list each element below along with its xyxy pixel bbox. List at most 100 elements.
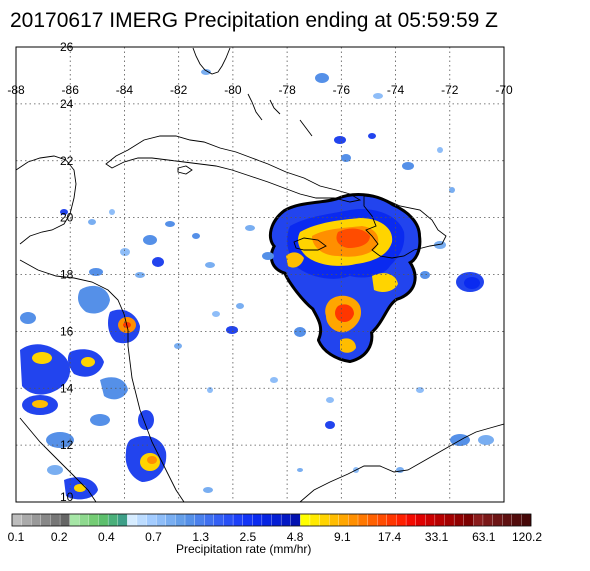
- colorbar-swatch: [136, 513, 148, 527]
- longitude-label: -78: [278, 83, 296, 97]
- longitude-labels: -88 -86 -84 -82 -80 -78 -76 -74 -72 -70: [7, 83, 513, 97]
- colorbar-tick-label: 9.1: [334, 530, 351, 544]
- colorbar-swatch: [396, 513, 407, 527]
- colorbar-swatch: [213, 513, 224, 527]
- colorbar-swatch: [40, 513, 51, 527]
- central-america-coast: [19, 259, 185, 502]
- longitude-label: -72: [441, 83, 459, 97]
- colorbar-tick-label: 0.7: [145, 530, 162, 544]
- longitude-label: -80: [224, 83, 242, 97]
- colorbar-swatch: [194, 513, 205, 527]
- colorbar-frame: [11, 513, 532, 527]
- colorbar-swatch: [473, 513, 484, 527]
- colorbar-swatch: [463, 513, 474, 527]
- scattered-light-rain: [60, 69, 494, 493]
- map-frame: [15, 46, 505, 503]
- colorbar-swatch: [175, 513, 186, 527]
- colorbar-swatch: [204, 513, 215, 527]
- colorbar-swatch: [521, 513, 532, 527]
- colorbar-swatch: [453, 513, 465, 527]
- colorbar-swatch: [184, 513, 196, 527]
- colorbar-swatch: [492, 513, 503, 527]
- colorbar-swatch: [21, 513, 32, 527]
- latitude-label: 16: [60, 324, 74, 338]
- colorbar-swatch: [405, 513, 417, 527]
- colorbar-swatch: [79, 513, 90, 527]
- coastlines: [16, 47, 504, 502]
- colorbar-tick-label: 4.8: [287, 530, 304, 544]
- colorbar-swatch: [319, 513, 330, 527]
- colorbar-tick-label: 2.5: [240, 530, 257, 544]
- colorbar-swatch: [329, 513, 340, 527]
- colorbar-swatch: [502, 513, 513, 527]
- colorbar-swatch: [146, 513, 157, 527]
- colorbar-swatch: [300, 513, 311, 527]
- colorbar-label: Precipitation rate (mm/hr): [176, 542, 312, 556]
- hispaniola-coast: [363, 195, 447, 259]
- colorbar-swatch: [261, 513, 272, 527]
- colorbar-tick-label: 17.4: [378, 530, 402, 544]
- colorbar-tick-label: 0.2: [51, 530, 68, 544]
- colorbar-swatch: [271, 513, 282, 527]
- colorbar-tick-label: 120.2: [512, 530, 542, 544]
- colorbar-swatch: [31, 513, 42, 527]
- latitude-labels: 10 12 14 16 18 20 22 24 26: [60, 40, 74, 504]
- colorbar-swatch: [242, 513, 253, 527]
- colorbar-swatch: [434, 513, 445, 527]
- colorbar-swatch: [98, 513, 109, 527]
- colorbar-tick-label: 0.1: [8, 530, 25, 544]
- florida-keys-coast: [192, 47, 231, 75]
- colorbar-swatch: [165, 513, 176, 527]
- yucatan-coast: [16, 155, 77, 245]
- storm-complex-central-america: [20, 285, 167, 500]
- central-america-pacific-coast: [19, 417, 97, 502]
- colorbar-swatch: [69, 513, 80, 527]
- colorbar-swatch: [482, 513, 494, 527]
- latitude-label: 20: [60, 211, 74, 225]
- colorbar-swatch: [338, 513, 349, 527]
- latitude-label: 24: [60, 97, 74, 111]
- longitude-label: -88: [7, 83, 25, 97]
- colorbar-swatch: [232, 513, 244, 527]
- colorbar-swatch: [415, 513, 426, 527]
- longitude-label: -86: [62, 83, 80, 97]
- colorbar-tick-label: 0.4: [98, 530, 115, 544]
- colorbar-swatch: [117, 513, 128, 527]
- bahamas-coast-2: [269, 99, 281, 115]
- longitude-label: -84: [116, 83, 134, 97]
- colorbar-swatch: [127, 513, 138, 527]
- colorbar-tick-label: 63.1: [472, 530, 496, 544]
- bahamas-coast-1: [247, 93, 263, 121]
- colorbar-swatch: [367, 513, 378, 527]
- colorbar-tick-label: 33.1: [425, 530, 449, 544]
- latitude-label: 12: [60, 438, 74, 452]
- colorbar-swatch: [107, 513, 119, 527]
- colorbar-swatch: [88, 513, 99, 527]
- south-america-coast: [299, 423, 504, 502]
- colorbar-swatch: [357, 513, 369, 527]
- longitude-label: -70: [495, 83, 513, 97]
- colorbar-swatch: [425, 513, 436, 527]
- colorbar-swatch: [309, 513, 321, 527]
- latitude-label: 14: [60, 381, 74, 395]
- colorbar-swatch: [444, 513, 455, 527]
- colorbar-swatch: [252, 513, 263, 527]
- colorbar-tick-label: 1.3: [192, 530, 209, 544]
- longitude-label: -74: [387, 83, 405, 97]
- colorbar-swatch: [290, 513, 301, 527]
- colorbar-swatch: [11, 513, 23, 527]
- latitude-label: 18: [60, 268, 74, 282]
- colorbar-swatches: [11, 513, 532, 527]
- map-gridlines: [16, 47, 504, 502]
- precipitation-map: -88 -86 -84 -82 -80 -78 -76 -74 -72 -70 101214161…: [7, 40, 513, 504]
- latitude-label: 10: [60, 490, 74, 504]
- jamaica-coast: [293, 237, 327, 251]
- colorbar-swatch: [156, 513, 167, 527]
- bahamas-coast-3: [299, 119, 313, 137]
- colorbar-swatch: [280, 513, 292, 527]
- colorbar-swatch: [386, 513, 397, 527]
- latitude-label: 22: [60, 154, 74, 168]
- colorbar-swatch: [377, 513, 388, 527]
- longitude-label: -82: [170, 83, 188, 97]
